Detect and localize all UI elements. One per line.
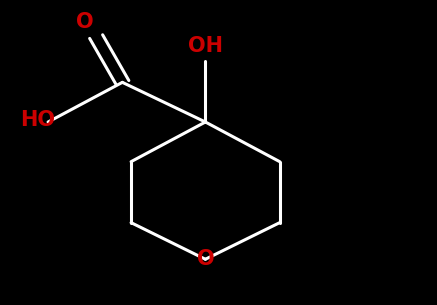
Text: O: O — [76, 12, 94, 32]
Text: HO: HO — [20, 110, 55, 131]
Text: OH: OH — [188, 36, 223, 56]
Text: O: O — [197, 249, 214, 269]
